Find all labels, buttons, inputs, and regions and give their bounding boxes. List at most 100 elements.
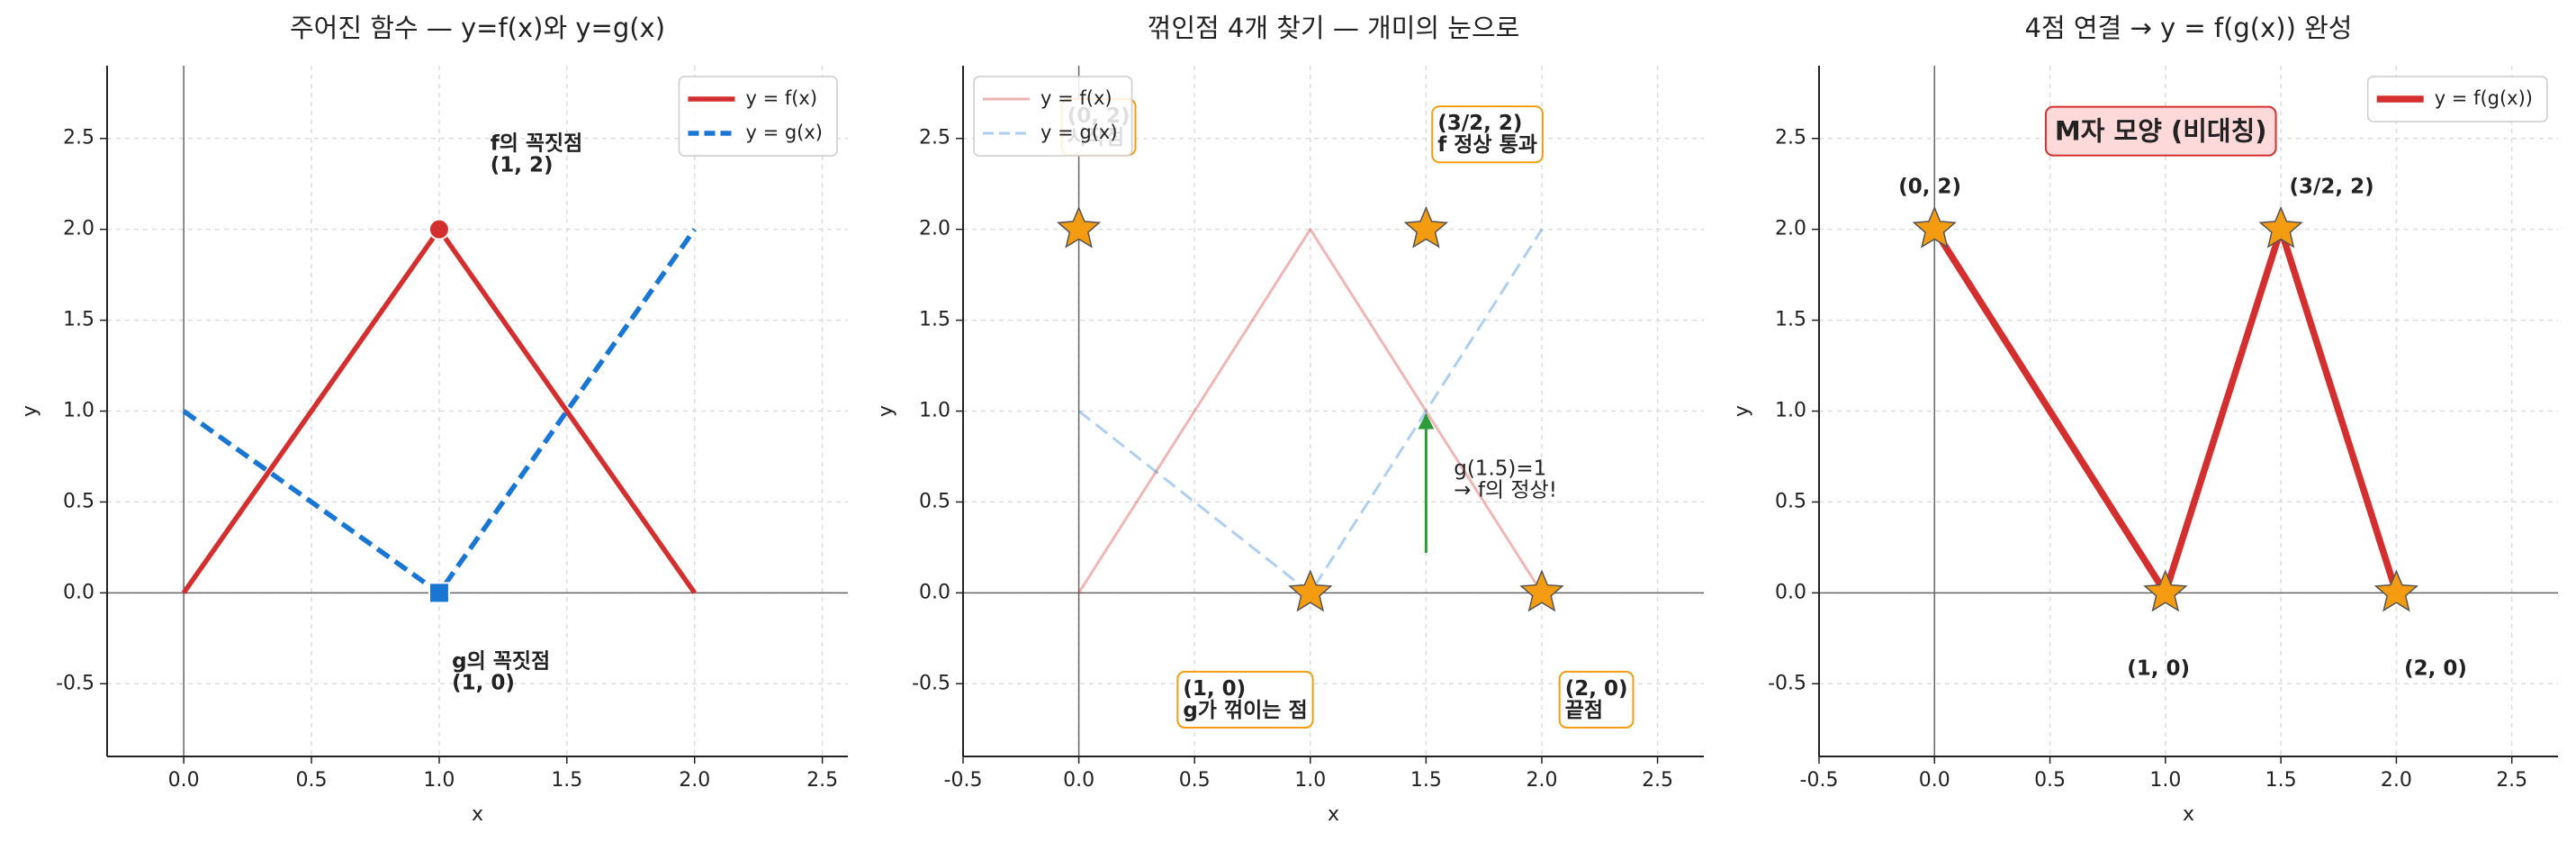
- annotation-text: (2, 0): [2404, 657, 2467, 681]
- y-axis-label: y: [19, 405, 41, 417]
- y-tick-label: 1.0: [919, 400, 950, 422]
- annotation-box: [1176, 670, 1314, 729]
- series-line: [1932, 225, 2400, 597]
- legend: y = f(x) y = g(x): [678, 76, 838, 157]
- y-tick-label: 0.5: [919, 490, 950, 512]
- x-tick-label: 1.0: [1294, 769, 1326, 792]
- annotation-text: f의 꼭짓점: [491, 131, 583, 155]
- y-tick-label: 1.5: [919, 309, 950, 331]
- marker: [2143, 569, 2188, 612]
- x-tick-label: 0.5: [296, 769, 328, 792]
- x-tick-label: 1.5: [2265, 769, 2297, 792]
- annotation-text: (3/2, 2): [1437, 112, 1522, 135]
- legend-label: y = f(g(x)): [2435, 87, 2533, 109]
- annotation-box: [1431, 105, 1544, 164]
- y-tick-label: -0.5: [912, 672, 950, 694]
- x-tick-label: 2.5: [1642, 769, 1673, 792]
- legend: y = f(g(x)): [2366, 76, 2548, 122]
- annotation: g(1.5)=1→ f의 정상!: [1418, 412, 1557, 553]
- x-axis-label: x: [472, 803, 483, 826]
- marker: [428, 582, 450, 604]
- x-axis-label: x: [1328, 803, 1339, 826]
- marker: [1403, 205, 1449, 249]
- x-tick-label: 2.5: [2496, 769, 2527, 792]
- x-axis-label: x: [2183, 803, 2194, 826]
- marker: [2373, 569, 2419, 612]
- annotation-text: (0, 2): [1898, 176, 1961, 199]
- annotation: g의 꼭짓점(1, 0): [452, 650, 550, 695]
- annotation-text: (1, 0): [2127, 657, 2190, 681]
- y-tick-label: 2.0: [63, 218, 95, 240]
- annotation-text: (1, 0): [1183, 677, 1246, 701]
- x-tick-label: 0.0: [1919, 769, 1950, 792]
- x-tick-label: 2.0: [2381, 769, 2412, 792]
- legend-label: y = f(x): [1040, 87, 1112, 109]
- annotation: (1, 0)g가 꺾이는 점: [1176, 670, 1314, 729]
- series-line: [1077, 228, 1544, 594]
- annotation: f의 꼭짓점(1, 2): [491, 131, 583, 177]
- x-tick-label: 1.5: [551, 769, 582, 792]
- x-tick-label: -0.5: [1800, 769, 1839, 792]
- x-tick-label: 1.5: [1410, 769, 1442, 792]
- legend-label: y = f(x): [745, 87, 817, 109]
- annotation: (2, 0): [2404, 657, 2467, 681]
- y-tick-label: 0.0: [919, 581, 950, 603]
- y-axis-label: y: [1731, 405, 1753, 417]
- annotation-text: 끝점: [1565, 699, 1603, 722]
- legend: y = f(x) y = g(x): [973, 76, 1133, 157]
- panel: 4점 연결 → y = f(g(x)) 완성 x y -0.5 0.0 0.5 1.0 1.5…: [1731, 13, 2558, 826]
- annotation-text: (3/2, 2): [2289, 176, 2373, 199]
- y-axis-label: y: [875, 405, 897, 417]
- annotation-text: g가 꺾이는 점: [1183, 699, 1307, 722]
- chart-title: 4점 연결 → y = f(g(x)) 완성: [2025, 13, 2353, 43]
- legend-label: y = g(x): [1040, 122, 1118, 143]
- x-tick-label: 0.5: [2034, 769, 2066, 792]
- x-tick-label: 2.0: [679, 769, 710, 792]
- y-tick-label: 0.5: [63, 490, 95, 512]
- y-tick-label: 2.0: [1775, 218, 1806, 240]
- annotation: (2, 0)끝점: [1558, 670, 1635, 729]
- legend-box: [973, 76, 1133, 157]
- annotation: M자 모양 (비대칭): [2044, 105, 2277, 157]
- annotation-text: g의 꼭짓점: [452, 650, 550, 674]
- panel: 주어진 함수 — y=f(x)와 y=g(x) x y 0.0 0.5 1.0 1.5 2.0…: [19, 13, 848, 826]
- panel: 꺾인점 4개 찾기 — 개미의 눈으로 x y -0.5 0.0 0.5 1.0 1.5 2.0…: [875, 13, 1704, 826]
- chart-title: 주어진 함수 — y=f(x)와 y=g(x): [290, 13, 665, 43]
- x-tick-label: 1.0: [423, 769, 455, 792]
- y-tick-label: -0.5: [1768, 672, 1806, 694]
- annotation: (1, 0): [2127, 657, 2190, 681]
- y-tick-label: 1.5: [63, 309, 95, 331]
- marker: [428, 218, 450, 240]
- annotation: (3/2, 2)f 정상 통과: [1431, 105, 1544, 164]
- chart-title: 꺾인점 4개 찾기 — 개미의 눈으로: [1148, 13, 1520, 43]
- marker: [1519, 569, 1564, 612]
- marker: [1912, 205, 1957, 249]
- annotation-text: f 정상 통과: [1437, 133, 1537, 157]
- y-tick-label: 1.5: [1775, 309, 1806, 331]
- x-tick-label: 0.0: [168, 769, 200, 792]
- y-tick-label: 0.5: [1775, 490, 1806, 512]
- annotation: (3/2, 2): [2289, 176, 2373, 199]
- y-tick-label: 0.0: [1775, 581, 1806, 603]
- annotation-text: → f의 정상!: [1454, 479, 1557, 502]
- marker: [2258, 205, 2303, 249]
- annotation-text: g(1.5)=1: [1454, 457, 1546, 481]
- marker: [1056, 205, 1102, 249]
- y-tick-label: 2.0: [919, 218, 950, 240]
- y-tick-label: 1.0: [63, 400, 95, 422]
- x-tick-label: -0.5: [944, 769, 983, 792]
- x-tick-label: 0.5: [1179, 769, 1211, 792]
- annotation-text: (1, 2): [491, 153, 554, 177]
- x-tick-label: 2.0: [1526, 769, 1557, 792]
- annotation-box: [2044, 105, 2277, 157]
- marker: [1288, 569, 1333, 612]
- x-tick-label: 1.0: [2149, 769, 2181, 792]
- y-tick-label: 1.0: [1775, 400, 1806, 422]
- x-tick-label: 0.0: [1063, 769, 1094, 792]
- y-tick-label: 2.5: [1775, 127, 1806, 149]
- y-tick-label: 2.5: [63, 127, 95, 149]
- x-tick-label: 2.5: [806, 769, 838, 792]
- legend-box: [678, 76, 838, 157]
- annotation-text: (1, 0): [452, 672, 515, 695]
- y-tick-label: -0.5: [56, 672, 95, 694]
